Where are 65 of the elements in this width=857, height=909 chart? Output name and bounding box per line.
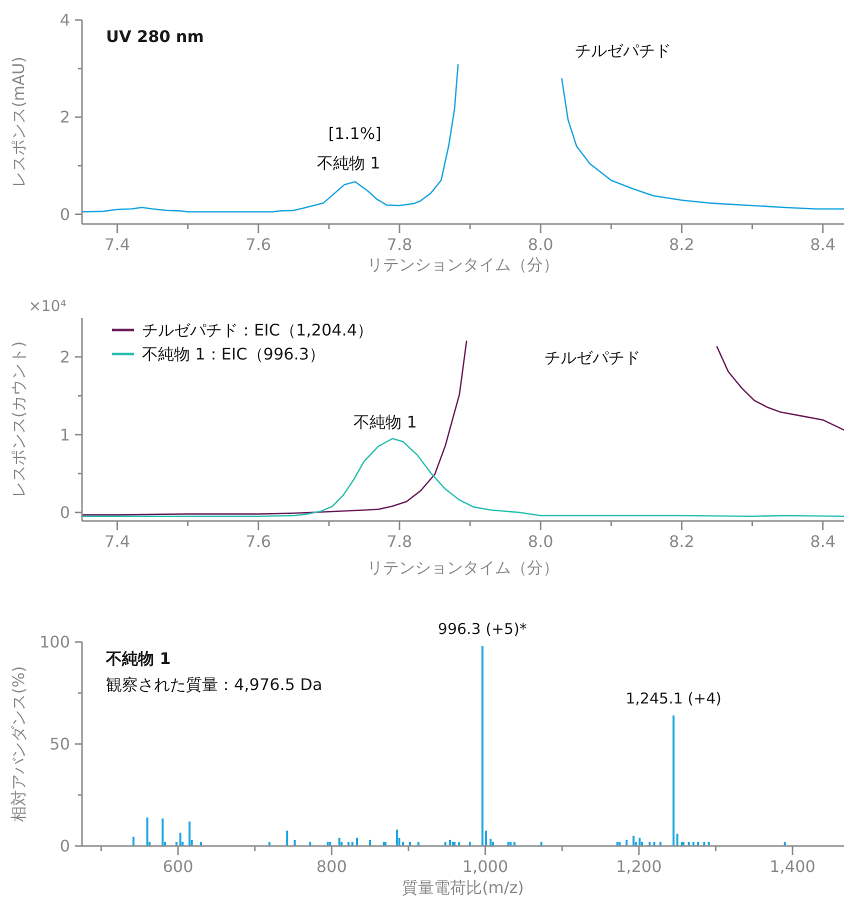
- y-tick-label: 2: [60, 347, 70, 366]
- x-tick-label: 1,400: [770, 857, 816, 876]
- y-tick-label: 1: [60, 425, 70, 444]
- y-axis-title: レスポンス(mAU): [9, 56, 28, 188]
- annotation: 不純物 1: [317, 153, 380, 172]
- bar: [338, 838, 340, 846]
- bar: [286, 830, 288, 846]
- bar: [369, 840, 372, 846]
- x-tick-label: 8.2: [668, 532, 694, 551]
- bar: [638, 838, 641, 846]
- bar: [179, 832, 182, 846]
- bar: [448, 840, 451, 846]
- x-axis-title: 質量電荷比(m/z): [402, 878, 524, 897]
- bar: [356, 838, 358, 846]
- bar: [632, 836, 635, 846]
- y-tick-label: 0: [60, 503, 70, 522]
- x-tick-label: 8.4: [810, 532, 836, 551]
- bar: [132, 836, 134, 846]
- bar: [146, 817, 148, 846]
- annotation: 1,245.1 (+4): [626, 689, 722, 708]
- x-axis-title: リテンションタイム（分）: [367, 255, 559, 274]
- annotation: チルゼパチド: [544, 348, 641, 368]
- bar: [396, 830, 398, 846]
- x-tick-label: 7.8: [386, 532, 412, 551]
- bar: [676, 834, 678, 846]
- y-tick-label: 50: [50, 734, 70, 754]
- x-tick-label: 8.0: [528, 532, 554, 551]
- x-tick-label: 7.8: [386, 235, 412, 254]
- y-tick-label: 2: [60, 108, 70, 127]
- x-tick-label: 8.0: [528, 235, 554, 254]
- text: ×10⁴: [28, 297, 66, 316]
- annotation: 不純物 1: [354, 412, 417, 432]
- x-tick-label: 1,000: [462, 857, 508, 876]
- text: 不純物 1: [105, 649, 171, 668]
- x-tick-label: 8.4: [810, 235, 836, 254]
- annotation: 996.3 (+5)*: [438, 620, 528, 638]
- line-series: [82, 438, 844, 518]
- x-tick-label: 8.2: [668, 235, 694, 254]
- legend-label: チルゼパチド：EIC（1,204.4）: [142, 320, 374, 340]
- y-tick-label: 4: [60, 10, 70, 30]
- x-tick-label: 7.6: [246, 235, 272, 254]
- bar: [672, 715, 675, 846]
- text: UV 280 nm: [106, 27, 204, 46]
- bar: [626, 840, 628, 846]
- annotation: [1.1%]: [328, 124, 382, 144]
- annotation: チルゼパチド: [575, 40, 672, 60]
- x-tick-label: 7.4: [104, 235, 130, 254]
- x-tick-label: 7.4: [104, 532, 130, 551]
- x-tick-label: 1,200: [616, 857, 662, 876]
- x-tick-label: 800: [316, 857, 347, 876]
- x-tick-label: 7.6: [246, 532, 272, 551]
- y-axis-title: レスポンス(カウント): [9, 341, 28, 498]
- y-axis-title: 相対アバンダンス(%): [9, 666, 28, 822]
- y-tick-label: 100: [39, 632, 70, 652]
- x-axis-title: リテンションタイム（分）: [367, 558, 559, 577]
- bar: [490, 838, 492, 846]
- bar: [162, 818, 164, 846]
- legend-label: 不純物 1：EIC（996.3）: [142, 344, 326, 364]
- bar: [294, 840, 296, 846]
- bar: [481, 646, 484, 846]
- bar: [188, 822, 191, 846]
- y-tick-label: 0: [60, 204, 70, 224]
- y-tick-label: 0: [60, 836, 70, 856]
- x-tick-label: 600: [162, 857, 194, 876]
- text: 観察された質量：4,976.5 Da: [106, 675, 322, 694]
